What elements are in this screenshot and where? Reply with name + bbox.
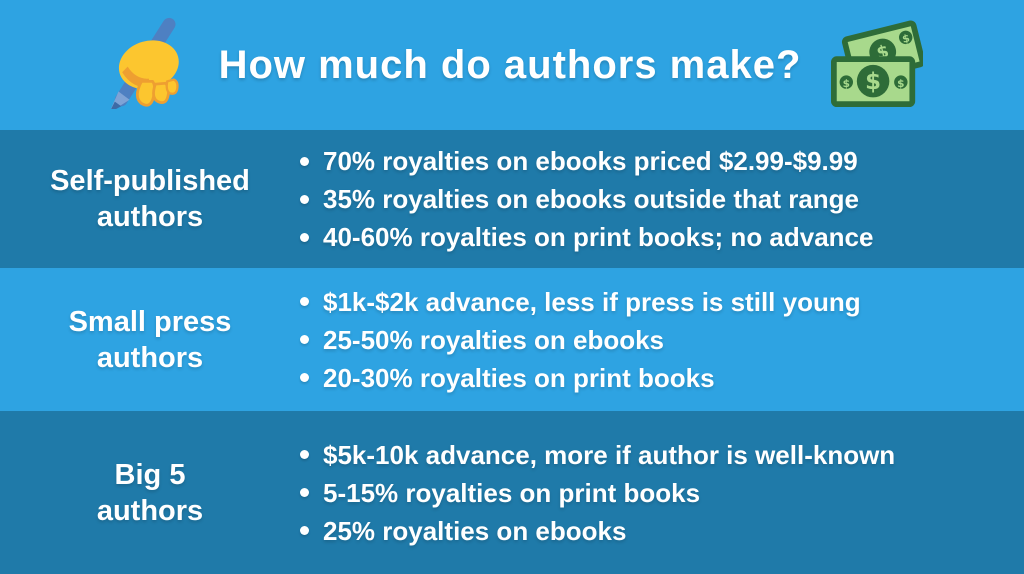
- bullet-item: $1k-$2k advance, less if press is still …: [300, 283, 988, 321]
- page-title: How much do authors make?: [218, 42, 802, 87]
- row-label: Small press authors: [68, 305, 232, 374]
- bullet-item: 25-50% royalties on ebooks: [300, 321, 988, 359]
- bullet-dot-icon: [300, 526, 309, 535]
- bullet-dot-icon: [300, 335, 309, 344]
- bullet-text: $1k-$2k advance, less if press is still …: [323, 286, 861, 317]
- bullet-text: 5-15% royalties on print books: [323, 477, 701, 508]
- bullet-dot-icon: [300, 156, 309, 166]
- svg-text:$: $: [843, 77, 850, 89]
- svg-text:$: $: [866, 68, 882, 94]
- bullet-item: 5-15% royalties on print books: [300, 474, 988, 512]
- header-banner: How much do authors make? $ $ $ $ $: [0, 0, 1024, 130]
- bullet-text: $5k-10k advance, more if author is well-…: [323, 439, 896, 470]
- bullet-list: 70% royalties on ebooks priced $2.99-$9.…: [300, 142, 1024, 256]
- bullet-list: $1k-$2k advance, less if press is still …: [300, 283, 1024, 397]
- bullet-item: 20-30% royalties on print books: [300, 359, 988, 397]
- bullet-dot-icon: [300, 297, 309, 306]
- bullet-list: $5k-10k advance, more if author is well-…: [300, 436, 1024, 550]
- bullet-dot-icon: [300, 488, 309, 497]
- bullet-dot-icon: [300, 373, 309, 382]
- bullet-text: 25-50% royalties on ebooks: [323, 324, 665, 355]
- bullet-item: 70% royalties on ebooks priced $2.99-$9.…: [300, 142, 988, 180]
- bullet-text: 25% royalties on ebooks: [323, 515, 627, 546]
- bullet-item: 25% royalties on ebooks: [300, 512, 988, 550]
- bullet-item: $5k-10k advance, more if author is well-…: [300, 436, 988, 474]
- row-label: Big 5 authors: [96, 458, 204, 527]
- bullet-item: 35% royalties on ebooks outside that ran…: [300, 180, 988, 218]
- bullet-text: 35% royalties on ebooks outside that ran…: [323, 184, 860, 214]
- svg-text:$: $: [898, 77, 905, 89]
- money-banknotes-icon: $ $ $ $ $: [827, 19, 926, 112]
- svg-text:$: $: [902, 32, 912, 45]
- bullet-item: 40-60% royalties on print books; no adva…: [300, 218, 988, 256]
- bullet-text: 20-30% royalties on print books: [323, 362, 715, 393]
- row-big-5: Big 5 authors $5k-10k advance, more if a…: [0, 411, 1024, 574]
- bullet-text: 40-60% royalties on print books; no adva…: [323, 222, 874, 252]
- row-self-published: Self-published authors 70% royalties on …: [0, 130, 1024, 268]
- row-label: Self-published authors: [50, 165, 250, 233]
- bullet-text: 70% royalties on ebooks priced $2.99-$9.…: [323, 146, 858, 176]
- writing-hand-icon: [101, 17, 193, 114]
- bullet-dot-icon: [300, 232, 309, 242]
- bullet-dot-icon: [300, 450, 309, 459]
- bullet-dot-icon: [300, 194, 309, 204]
- row-small-press: Small press authors $1k-$2k advance, les…: [0, 268, 1024, 411]
